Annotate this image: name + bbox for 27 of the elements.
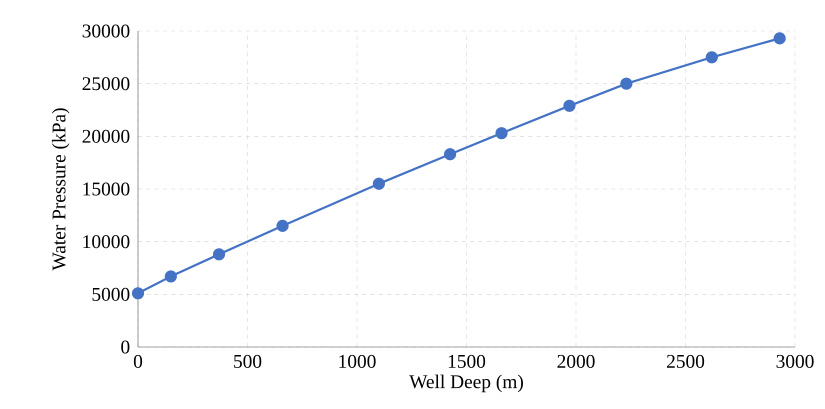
point bbox=[212, 248, 226, 260]
x-tick-label: 1500 bbox=[448, 354, 486, 368]
point bbox=[563, 100, 576, 112]
x-tick-label: 0 bbox=[134, 354, 142, 368]
y-axis-title: Water Pressure (kPa) bbox=[52, 108, 70, 270]
point bbox=[620, 78, 632, 90]
point bbox=[276, 220, 289, 232]
point bbox=[495, 127, 508, 140]
x-tick-label: 2000 bbox=[557, 354, 595, 368]
y-tick-label: 25000 bbox=[82, 77, 130, 90]
point bbox=[164, 270, 177, 283]
x-tick-label: 2500 bbox=[666, 354, 704, 368]
x-tick-label: 500 bbox=[234, 354, 262, 368]
y-tick-label: 30000 bbox=[82, 24, 130, 38]
y-tick-label: 15000 bbox=[83, 182, 130, 196]
x-axis-title: Well Deep (m) bbox=[409, 374, 523, 392]
x-tick-label: 3000 bbox=[776, 354, 814, 368]
point bbox=[774, 32, 786, 44]
y-tick-label: 5000 bbox=[92, 288, 130, 301]
point bbox=[372, 178, 385, 190]
point bbox=[706, 51, 718, 64]
y-tick-label: 10000 bbox=[83, 235, 130, 248]
y-tick-label: 0 bbox=[121, 340, 130, 354]
x-tick-label: 1000 bbox=[339, 354, 376, 368]
y-tick-label: 20000 bbox=[82, 130, 130, 143]
point bbox=[444, 148, 456, 160]
point bbox=[132, 287, 144, 300]
